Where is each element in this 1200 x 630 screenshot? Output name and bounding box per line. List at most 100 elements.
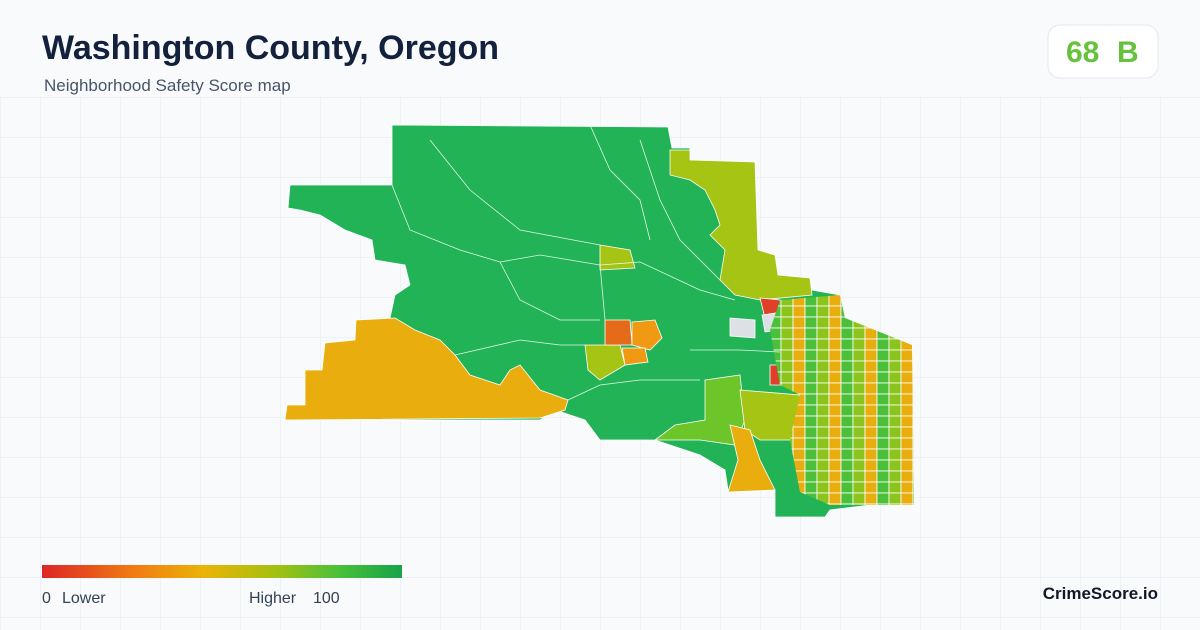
urban-cell (864, 481, 878, 494)
urban-cell (816, 382, 830, 395)
urban-cell (828, 382, 842, 395)
urban-cell (804, 316, 818, 329)
urban-cell (804, 470, 818, 483)
urban-cell (864, 492, 878, 505)
urban-cell (816, 404, 830, 417)
urban-cell (852, 492, 866, 505)
urban-cell (864, 470, 878, 483)
urban-cell (876, 503, 890, 505)
boundary (690, 349, 781, 353)
urban-cell (888, 437, 902, 450)
urban-cell (804, 459, 818, 472)
urban-cell (804, 404, 818, 417)
urban-cell (828, 360, 842, 373)
urban-cell (852, 338, 866, 351)
urban-cell (852, 393, 866, 406)
urban-cell (816, 316, 830, 329)
urban-cell (828, 448, 842, 461)
urban-cell (888, 470, 902, 483)
region (729, 317, 756, 339)
urban-cell (876, 470, 890, 483)
legend-bar (42, 565, 402, 578)
urban-cell (816, 349, 830, 362)
boundary (589, 124, 651, 241)
urban-cell (828, 426, 842, 439)
urban-cell (852, 349, 866, 362)
urban-cell (792, 305, 806, 318)
boundary (429, 139, 601, 246)
brand: CrimeScore.io (1043, 584, 1158, 603)
urban-cell (840, 415, 854, 428)
boundary (599, 264, 606, 321)
urban-cell (888, 448, 902, 461)
urban-cell (852, 415, 866, 428)
urban-cell (780, 327, 794, 340)
urban-cell (804, 349, 818, 362)
urban-cell (828, 327, 842, 340)
urban-cell (792, 338, 806, 351)
urban-cell (852, 503, 866, 505)
urban-cell (804, 371, 818, 384)
urban-cell (888, 371, 902, 384)
urban-cell (864, 448, 878, 461)
urban-cell (864, 360, 878, 373)
urban-cell (840, 470, 854, 483)
urban-cell (900, 404, 914, 417)
urban-cell (840, 459, 854, 472)
urban-cell (792, 448, 806, 461)
urban-cell (840, 404, 854, 417)
boundary (639, 139, 721, 281)
urban-cell (816, 305, 830, 318)
urban-cell (900, 481, 914, 494)
urban-cell (804, 382, 818, 395)
score-value: 68 (1066, 36, 1099, 69)
urban-cell (804, 360, 818, 373)
urban-cell (840, 327, 854, 340)
urban-cell (792, 360, 806, 373)
urban-cell (816, 327, 830, 340)
urban-cell (900, 393, 914, 406)
urban-cell (840, 426, 854, 439)
urban-cell (852, 437, 866, 450)
urban-cell (828, 415, 842, 428)
urban-cell (840, 360, 854, 373)
boundary (567, 379, 700, 401)
legend-max: 100 (313, 590, 340, 607)
urban-cell (864, 459, 878, 472)
urban-cell (912, 481, 914, 494)
urban-cell (840, 492, 854, 505)
urban-cell (792, 371, 806, 384)
urban-cell (876, 371, 890, 384)
urban-cell (876, 349, 890, 362)
region (599, 244, 636, 271)
urban-cell (912, 492, 914, 505)
urban-cell (780, 305, 794, 318)
score-grade: B (1117, 36, 1139, 69)
urban-cell (828, 295, 842, 307)
urban-cell (864, 503, 878, 505)
urban-cell (828, 316, 842, 329)
urban-cell (900, 437, 914, 450)
urban-cell (876, 437, 890, 450)
urban-cell (852, 426, 866, 439)
urban-cell (852, 360, 866, 373)
urban-cell (780, 338, 794, 351)
urban-cell (864, 404, 878, 417)
urban-cell (912, 503, 914, 505)
urban-cell (792, 316, 806, 329)
urban-cell (804, 437, 818, 450)
urban-cell (804, 448, 818, 461)
urban-cell (816, 360, 830, 373)
urban-cell (852, 459, 866, 472)
urban-cell (816, 371, 830, 384)
urban-cell (888, 360, 902, 373)
urban-cell (828, 459, 842, 472)
urban-cell (888, 492, 902, 505)
subtitle: Neighborhood Safety Score map (44, 76, 291, 95)
urban-cell (828, 371, 842, 384)
region (631, 319, 663, 351)
legend-min: 0 (42, 590, 51, 607)
map (284, 124, 915, 518)
urban-cell (876, 393, 890, 406)
